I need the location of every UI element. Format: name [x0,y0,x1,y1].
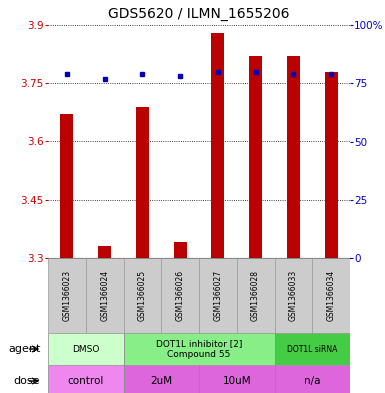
Text: agent: agent [8,344,40,354]
Bar [124,258,161,333]
Bar [48,333,124,365]
Text: DOT1L siRNA: DOT1L siRNA [287,345,337,353]
Bar [98,246,111,258]
Bar [275,333,350,365]
Bar [48,365,124,393]
Bar [199,258,237,333]
Bar [161,258,199,333]
Bar [275,365,350,393]
Bar [60,114,74,258]
Bar [86,258,124,333]
Bar [275,258,312,333]
Bar [312,258,350,333]
Bar [136,107,149,258]
Bar [199,365,275,393]
Text: GSM1366028: GSM1366028 [251,270,260,321]
Text: GSM1366026: GSM1366026 [176,270,185,321]
Text: 2uM: 2uM [150,376,172,386]
Text: control: control [67,376,104,386]
Bar [287,56,300,258]
Text: GSM1366025: GSM1366025 [138,270,147,321]
Bar [124,365,199,393]
Bar [237,258,275,333]
Text: n/a: n/a [304,376,320,386]
Text: dose: dose [14,376,40,386]
Text: GSM1366024: GSM1366024 [100,270,109,321]
Text: DOT1L inhibitor [2]
Compound 55: DOT1L inhibitor [2] Compound 55 [156,339,242,359]
Text: 10uM: 10uM [223,376,251,386]
Bar [325,72,338,258]
Text: GSM1366034: GSM1366034 [326,270,336,321]
Bar [211,33,224,258]
Text: GSM1366033: GSM1366033 [289,270,298,321]
Bar [249,56,262,258]
Text: GSM1366023: GSM1366023 [62,270,71,321]
Bar [48,258,86,333]
Title: GDS5620 / ILMN_1655206: GDS5620 / ILMN_1655206 [108,7,290,21]
Text: GSM1366027: GSM1366027 [213,270,223,321]
Bar [174,242,187,258]
Text: DMSO: DMSO [72,345,99,353]
Bar [124,333,275,365]
